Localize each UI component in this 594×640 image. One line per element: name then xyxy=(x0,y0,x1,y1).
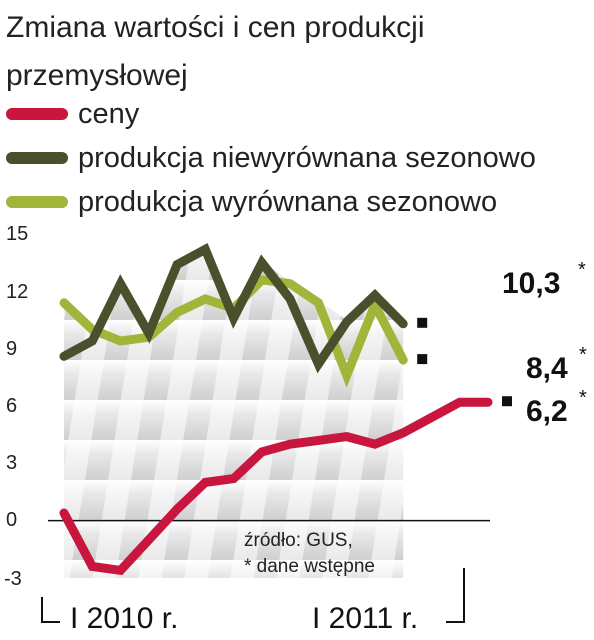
end-value-ceny: 6,2 xyxy=(526,395,568,428)
source-text: źródło: GUS, xyxy=(244,530,353,551)
series-line-niewyrownana xyxy=(59,242,408,374)
source-note: źródło: GUS, * dane wstępne xyxy=(244,530,375,577)
chart-title: Zmiana wartości i cen produkcji przemysł… xyxy=(6,11,425,92)
y-tick-label: 3 xyxy=(6,452,17,474)
x-label-2011: I 2011 r. xyxy=(312,602,418,635)
y-tick-label: 15 xyxy=(6,223,28,245)
y-tick-label: -3 xyxy=(4,568,22,590)
y-tick-label: 0 xyxy=(6,509,17,531)
legend-item-ceny: ceny xyxy=(6,92,536,136)
end-value-wyrownana: 8,4 xyxy=(526,352,568,385)
series-layer xyxy=(59,242,493,576)
end-markers xyxy=(417,317,512,407)
end-value-labels: 10,3 * 8,4 * 6,2 * xyxy=(502,259,587,428)
legend-label-wyrownana: produkcja wyrównana sezonowo xyxy=(78,185,498,218)
y-tick-label: 12 xyxy=(6,281,28,303)
end-marker-niewyrownana xyxy=(417,317,428,328)
end-value-star: * xyxy=(579,387,587,409)
legend: ceny produkcja niewyrównana sezonowo pro… xyxy=(6,92,536,224)
end-value-star: * xyxy=(579,344,587,366)
end-marker-ceny xyxy=(502,396,512,407)
end-value-star: * xyxy=(578,259,586,281)
y-axis-ticks: 15 12 9 6 3 0 -3 xyxy=(4,223,28,590)
plot-area xyxy=(64,247,404,579)
legend-item-niewyrownana: produkcja niewyrównana sezonowo xyxy=(6,136,536,180)
legend-swatch-niewyrownana xyxy=(6,152,68,164)
legend-label-niewyrownana: produkcja niewyrównana sezonowo xyxy=(78,141,536,174)
legend-swatch-wyrownana xyxy=(6,196,68,208)
x-label-2010: I 2010 r. xyxy=(70,602,178,635)
plot-background xyxy=(64,247,404,579)
end-value-niewyrownana: 10,3 xyxy=(502,267,560,300)
series-line-ceny xyxy=(59,397,493,576)
legend-swatch-ceny xyxy=(6,108,68,120)
period-brackets: I 2010 r. I 2011 r. xyxy=(41,568,465,635)
y-tick-label: 6 xyxy=(6,395,17,417)
y-tick-label: 9 xyxy=(6,338,17,360)
legend-item-wyrownana: produkcja wyrównana sezonowo xyxy=(6,180,536,224)
end-marker-wyrownana xyxy=(417,354,428,365)
legend-label-ceny: ceny xyxy=(78,97,140,130)
preliminary-note: * dane wstępne xyxy=(244,556,375,577)
